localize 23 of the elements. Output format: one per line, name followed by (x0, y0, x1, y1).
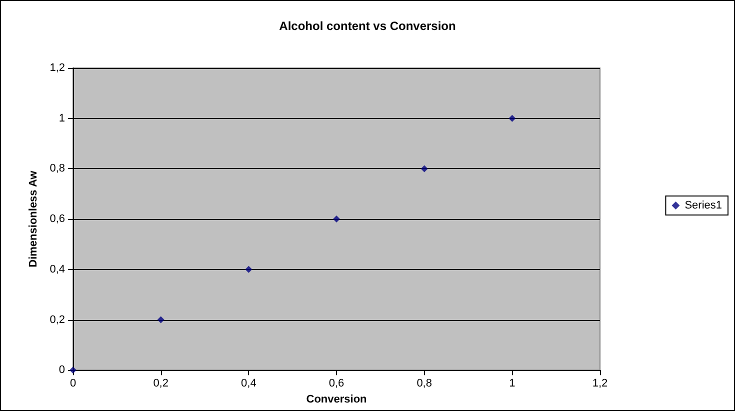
legend-label: Series1 (684, 200, 722, 212)
y-tick-label: 0,4 (50, 263, 65, 276)
x-tick-label: 0 (70, 378, 76, 390)
x-tick-label: 1 (509, 378, 516, 390)
x-tick-label: 0,8 (416, 378, 432, 390)
y-tick-label: 0,2 (50, 314, 65, 326)
y-tick-label: 1,2 (50, 62, 65, 74)
y-axis-title: Dimensionless Aw (27, 170, 40, 268)
x-tick-label: 0,4 (241, 378, 256, 390)
x-tick-label: 1,2 (592, 378, 608, 390)
point (245, 266, 252, 273)
point (333, 216, 340, 223)
y-tick-label: 0,6 (50, 213, 65, 226)
x-axis-title: Conversion (306, 394, 368, 406)
point (420, 165, 428, 172)
x-tick-label: 0,2 (153, 378, 168, 390)
y-tick-label: 0,8 (50, 162, 65, 175)
x-tick-label: 0,6 (328, 378, 344, 390)
chart-title: Alcohol content vs Conversion (279, 19, 456, 33)
y-tick-label: 1 (58, 112, 65, 124)
point (157, 316, 164, 324)
point (508, 114, 516, 122)
y-tick-label: 0 (58, 364, 65, 376)
